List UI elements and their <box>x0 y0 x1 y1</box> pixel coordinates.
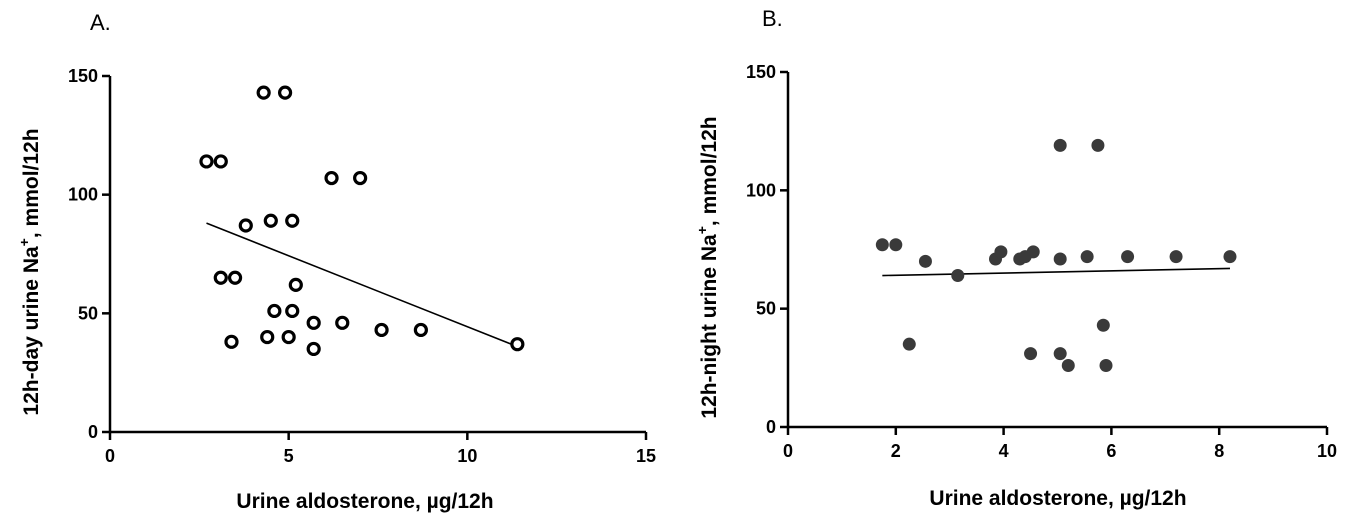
data-point <box>288 277 303 292</box>
x-axis-title: Urine aldosterone, µg/12h <box>236 490 493 513</box>
panel-letter: A. <box>90 10 111 35</box>
x-tick-label: 2 <box>891 441 901 461</box>
x-tick-label: 4 <box>999 441 1009 461</box>
data-point <box>353 170 368 186</box>
regression-line <box>882 267 1230 277</box>
data-point <box>875 238 889 252</box>
data-point <box>1099 358 1113 372</box>
data-point <box>1026 245 1040 259</box>
y-tick-label: 0 <box>88 422 98 442</box>
x-tick-label: 6 <box>1106 441 1116 461</box>
data-point <box>324 170 339 186</box>
x-tick-label: 10 <box>1317 441 1337 461</box>
panel-letter: B. <box>762 6 783 31</box>
data-point <box>335 315 350 330</box>
data-point <box>224 334 239 349</box>
regression-line <box>206 222 518 348</box>
x-tick-label: 10 <box>457 446 477 466</box>
data-point <box>374 322 389 338</box>
x-tick-label: 5 <box>284 446 294 466</box>
data-point <box>1169 250 1183 264</box>
y-tick-label: 100 <box>746 180 776 200</box>
x-tick-label: 15 <box>636 446 656 466</box>
y-tick-label: 0 <box>766 417 776 437</box>
data-point <box>510 337 525 352</box>
data-point <box>1053 138 1067 152</box>
data-point <box>1223 250 1237 264</box>
data-point <box>281 329 296 345</box>
data-point <box>1053 347 1067 361</box>
data-point <box>256 85 271 100</box>
data-point <box>306 315 321 330</box>
data-point <box>1053 252 1067 266</box>
data-point <box>213 270 228 285</box>
data-point <box>1024 347 1038 361</box>
data-point <box>951 269 965 283</box>
data-point <box>267 303 282 319</box>
y-tick-label: 50 <box>756 299 776 319</box>
data-point <box>902 337 916 351</box>
y-tick-label: 100 <box>68 185 98 205</box>
data-point <box>285 213 300 228</box>
y-axis-title: 12h-day urine Na+, mmol/12h <box>16 128 43 415</box>
data-point <box>238 218 253 233</box>
data-point <box>277 85 293 100</box>
data-point <box>199 154 214 169</box>
data-point <box>1096 318 1110 332</box>
data-point <box>918 254 932 268</box>
x-axis-title: Urine aldosterone, µg/12h <box>929 487 1186 510</box>
data-point <box>1091 138 1105 152</box>
data-point <box>263 213 278 228</box>
data-point <box>260 329 275 345</box>
y-tick-label: 50 <box>78 303 98 323</box>
data-point <box>994 245 1008 259</box>
x-tick-label: 0 <box>105 446 115 466</box>
data-point <box>213 154 228 169</box>
y-axis-title: 12h-night urine Na+, mmol/12h <box>694 116 721 418</box>
data-point <box>413 322 428 338</box>
data-point <box>1121 250 1135 264</box>
y-tick-label: 150 <box>68 66 98 86</box>
data-point <box>1080 250 1094 264</box>
data-point <box>227 270 243 285</box>
data-point <box>1061 358 1075 372</box>
x-tick-label: 8 <box>1214 441 1224 461</box>
data-point <box>889 238 903 252</box>
data-point <box>306 341 321 357</box>
x-tick-label: 0 <box>783 441 793 461</box>
y-tick-label: 150 <box>746 62 776 82</box>
data-point <box>285 303 300 319</box>
